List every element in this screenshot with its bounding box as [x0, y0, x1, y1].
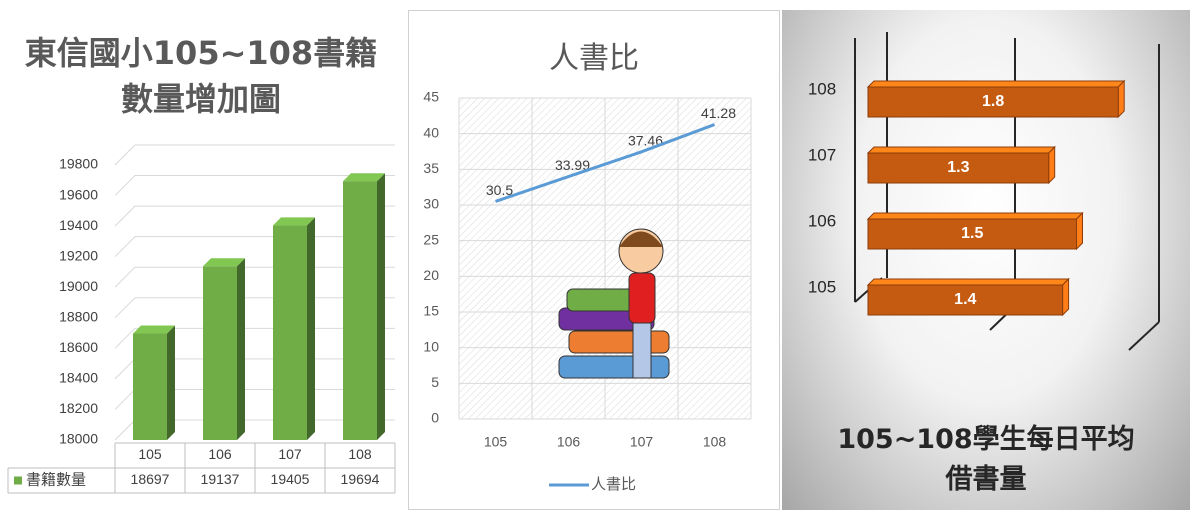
y-tick-label: 19400	[59, 217, 98, 233]
bar	[343, 181, 377, 440]
table-value: 19137	[201, 471, 240, 487]
page: 18000 18200 18400 18600 18800 19000 19200 19400…	[0, 0, 1190, 510]
illustration	[633, 323, 651, 378]
data-label: 41.28	[701, 105, 736, 121]
x-tick-label: 106	[557, 434, 581, 450]
y-tick-label: 19800	[59, 156, 98, 172]
y-tick-label: 25	[423, 231, 439, 247]
y-tick-label: 20	[423, 267, 439, 283]
y-tick-label: 15	[423, 303, 439, 319]
y-tick-label: 106	[808, 211, 836, 230]
bar	[273, 225, 307, 440]
bar	[133, 334, 167, 440]
y-tick-label: 30	[423, 196, 439, 212]
illustration	[629, 273, 655, 323]
bar-side	[377, 173, 385, 440]
data-label: 1.3	[947, 159, 969, 176]
bar-side	[1049, 147, 1055, 183]
data-label: 1.4	[954, 291, 976, 308]
bar-side	[1118, 81, 1124, 117]
illustration	[559, 356, 669, 378]
x-tick-label: 108	[348, 446, 372, 462]
bar-side	[237, 258, 245, 440]
x-tick-label: 107	[630, 434, 654, 450]
y-tick-label: 45	[423, 89, 439, 105]
data-label: 1.8	[982, 93, 1004, 110]
table-value: 19694	[341, 471, 380, 487]
y-tick-label: 18800	[59, 308, 98, 324]
data-label: 1.5	[961, 225, 983, 242]
bar-side	[167, 326, 175, 440]
x-tick-label: 105	[484, 434, 508, 450]
bar-top	[868, 213, 1083, 219]
bar-top	[868, 81, 1124, 87]
grid-line	[115, 145, 395, 165]
legend-key	[14, 477, 22, 485]
x-tick-label: 108	[703, 434, 727, 450]
bar-top	[868, 147, 1055, 153]
bar-top	[868, 279, 1069, 285]
legend-label: 人書比	[591, 476, 636, 493]
table-value: 19405	[271, 471, 310, 487]
y-tick-label: 35	[423, 160, 439, 176]
chart-title: 人書比	[409, 33, 779, 77]
y-tick-label: 18600	[59, 339, 98, 355]
book-count-panel: 18000 18200 18400 18600 18800 19000 19200 19400…	[0, 0, 402, 510]
y-tick-label: 10	[423, 338, 439, 354]
bar-side	[1063, 279, 1069, 315]
x-tick-label: 107	[278, 446, 302, 462]
y-tick-label: 105	[808, 277, 836, 296]
y-tick-label: 19600	[59, 186, 98, 202]
borrow-panel: 105 1.4 106 1.5 107 1.3 108 1.8 105~108學生每日平均 借…	[782, 10, 1190, 510]
y-tick-label: 107	[808, 145, 836, 164]
bar-side	[307, 217, 315, 440]
y-tick-label: 18200	[59, 400, 98, 416]
legend-label: 書籍數量	[26, 471, 86, 488]
chart-title: 105~108學生每日平均 借書量	[782, 420, 1190, 500]
x-tick-label: 106	[208, 446, 232, 462]
table-value: 18697	[131, 471, 170, 487]
x-tick-label: 105	[138, 446, 162, 462]
y-tick-label: 40	[423, 124, 439, 140]
y-tick-label: 0	[431, 410, 439, 426]
y-tick-label: 18000	[59, 431, 98, 447]
y-tick-label: 19200	[59, 247, 98, 263]
chart-title: 東信國小105~108書籍 數量增加圖	[0, 30, 402, 122]
bar-side	[1077, 213, 1083, 249]
bar	[203, 266, 237, 440]
y-tick-label: 108	[808, 79, 836, 98]
illustration	[569, 331, 669, 353]
y-tick-label: 5	[431, 374, 439, 390]
y-tick-label: 19000	[59, 278, 98, 294]
y-tick-label: 18400	[59, 370, 98, 386]
